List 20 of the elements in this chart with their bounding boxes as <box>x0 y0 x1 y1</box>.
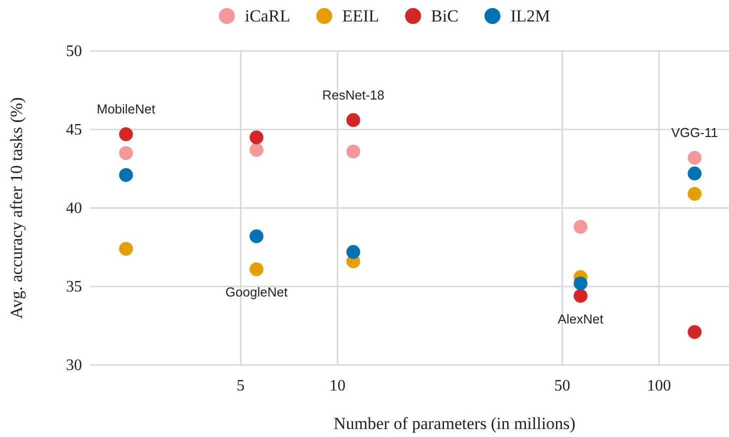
y-tick-label: 30 <box>66 357 82 374</box>
x-axis-title: Number of parameters (in millions) <box>334 414 576 433</box>
legend-label: IL2M <box>510 6 550 26</box>
x-tick-label: 100 <box>647 377 672 394</box>
annotation: AlexNet <box>558 311 604 326</box>
legend-label: EEIL <box>342 6 380 26</box>
x-tick-label: 5 <box>236 377 245 394</box>
y-tick-label: 40 <box>66 200 82 218</box>
legend-label: BiC <box>431 6 458 26</box>
annotation: MobileNet <box>96 102 156 117</box>
y-tick-label: 45 <box>66 122 82 139</box>
y-tick-label: 50 <box>66 43 82 60</box>
annotation: GoogleNet <box>225 284 288 300</box>
y-axis-title: Avg. accuracy after 10 tasks (%) <box>7 97 26 319</box>
legend-label: iCaRL <box>244 6 290 26</box>
annotation: ResNet-18 <box>322 88 384 103</box>
annotation: VGG-11 <box>671 125 718 140</box>
x-tick-label: 50 <box>554 377 570 394</box>
y-tick-label: 35 <box>66 278 82 296</box>
x-tick-label: 10 <box>329 377 346 394</box>
